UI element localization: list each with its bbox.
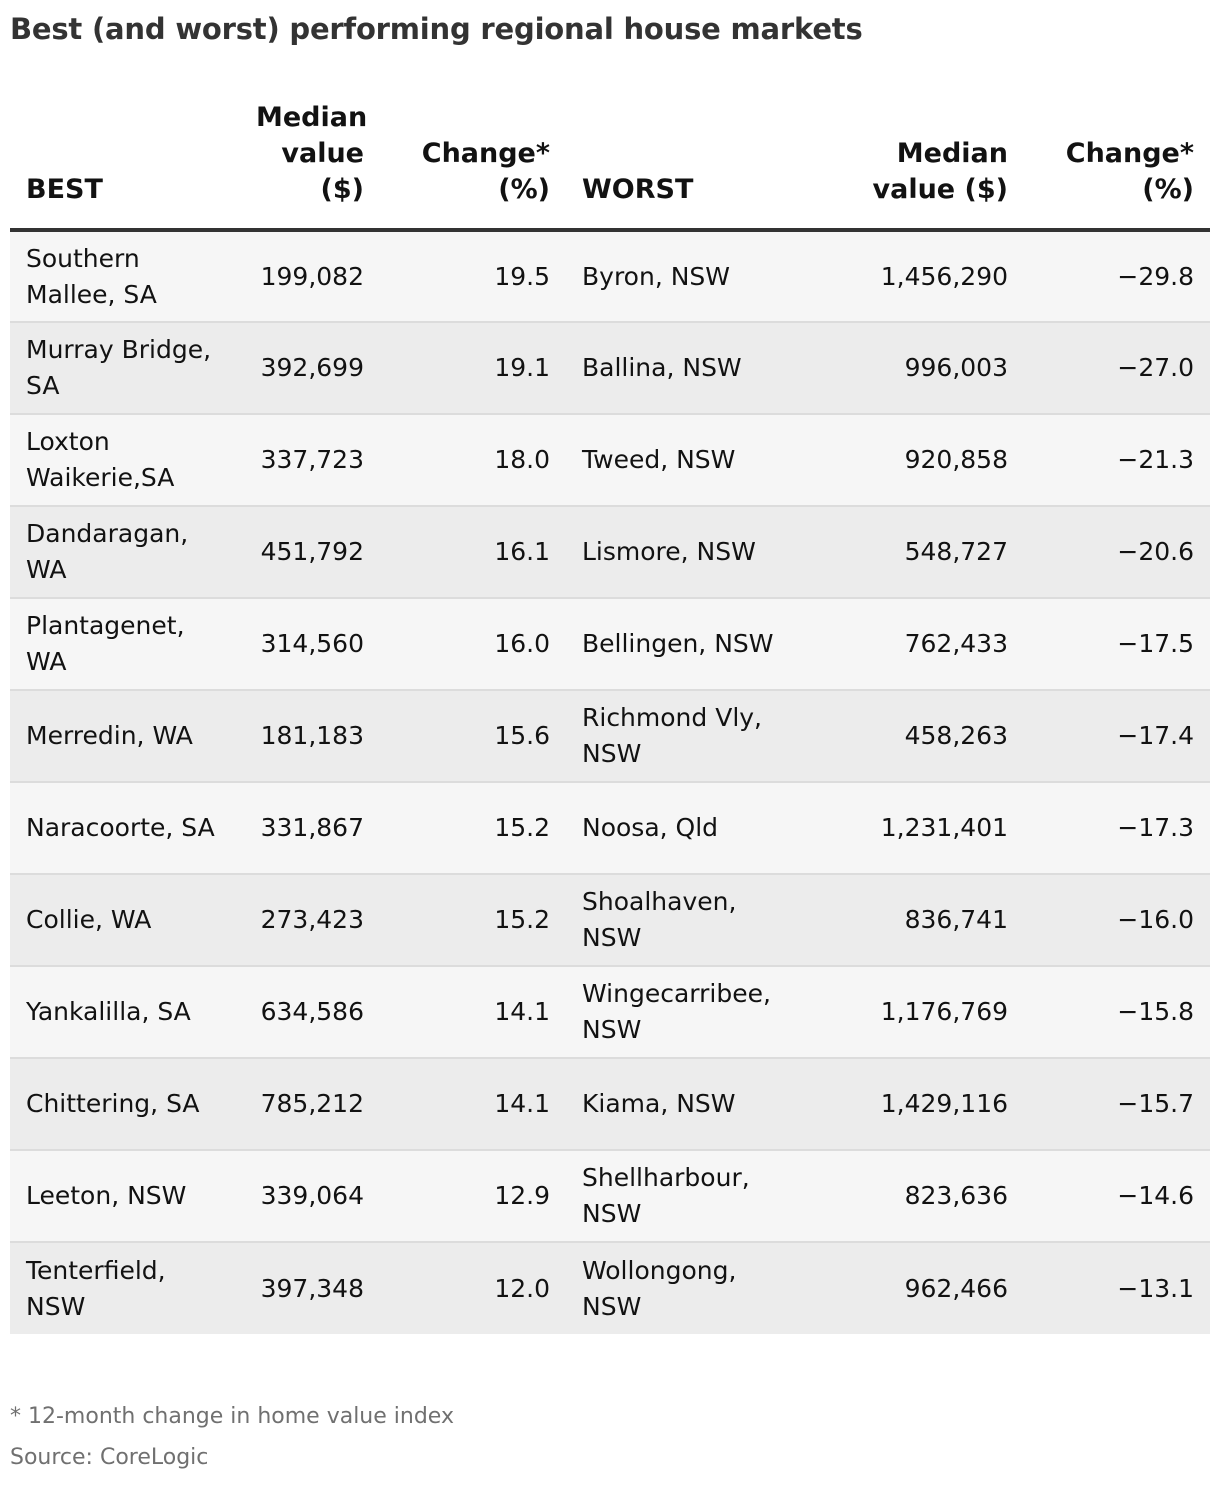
cell-best-median: 314,560 (240, 598, 380, 691)
cell-best-change: 15.2 (380, 874, 566, 967)
cell-worst-market: Lismore, NSW (566, 506, 806, 599)
cell-best-change: 19.5 (380, 230, 566, 323)
cell-best-market: Yankalilla, SA (10, 966, 240, 1059)
header-best: BEST (10, 100, 240, 232)
cell-best-median: 397,348 (240, 1242, 380, 1334)
cell-worst-market: Wollongong, NSW (566, 1242, 806, 1334)
header-row: BEST Median value ($) Change* (%) WORST … (10, 100, 1210, 232)
cell-worst-change: −21.3 (1024, 414, 1210, 507)
header-best-change: Change* (%) (380, 100, 566, 232)
cell-worst-change: −20.6 (1024, 506, 1210, 599)
cell-worst-market: Richmond Vly, NSW (566, 690, 806, 783)
cell-best-market: Leeton, NSW (10, 1150, 240, 1243)
cell-best-median: 337,723 (240, 414, 380, 507)
cell-worst-market: Bellingen, NSW (566, 598, 806, 691)
cell-best-market: Plantagenet, WA (10, 598, 240, 691)
cell-worst-market: Byron, NSW (566, 230, 806, 323)
cell-worst-median: 962,466 (806, 1242, 1024, 1334)
cell-best-change: 16.1 (380, 506, 566, 599)
cell-worst-median: 1,429,116 (806, 1058, 1024, 1151)
cell-worst-median: 1,456,290 (806, 230, 1024, 323)
cell-worst-change: −17.5 (1024, 598, 1210, 691)
cell-best-market: Chittering, SA (10, 1058, 240, 1151)
table-row: Yankalilla, SA 634,586 14.1 Wingecarribee, … (10, 966, 1210, 1059)
cell-worst-market: Tweed, NSW (566, 414, 806, 507)
cell-worst-median: 920,858 (806, 414, 1024, 507)
cell-best-market: Collie, WA (10, 874, 240, 967)
table-body: Southern Mallee, SA 199,082 19.5 Byron, NSW… (10, 230, 1210, 1334)
cell-best-median: 392,699 (240, 322, 380, 415)
table-row: Tenterfield, NSW 397,348 12.0 Wollongong, N… (10, 1242, 1210, 1334)
cell-best-median: 451,792 (240, 506, 380, 599)
cell-worst-market: Noosa, Qld (566, 782, 806, 875)
cell-worst-median: 458,263 (806, 690, 1024, 783)
cell-worst-change: −15.8 (1024, 966, 1210, 1059)
header-worst: WORST (566, 100, 806, 232)
cell-best-change: 12.9 (380, 1150, 566, 1243)
cell-best-market: Southern Mallee, SA (10, 230, 240, 323)
cell-worst-median: 1,176,769 (806, 966, 1024, 1059)
cell-worst-change: −15.7 (1024, 1058, 1210, 1151)
table-row: Plantagenet, WA 314,560 16.0 Bellingen, NSW… (10, 598, 1210, 691)
table-row: Loxton Waikerie,SA 337,723 18.0 Tweed, NSW 9… (10, 414, 1210, 507)
cell-best-market: Murray Bridge, SA (10, 322, 240, 415)
cell-best-change: 16.0 (380, 598, 566, 691)
cell-worst-median: 1,231,401 (806, 782, 1024, 875)
cell-worst-change: −14.6 (1024, 1150, 1210, 1243)
footnote: * 12-month change in home value index (10, 1404, 454, 1429)
chart-title: Best (and worst) performing regional hou… (10, 12, 863, 46)
table-row: Naracoorte, SA 331,867 15.2 Noosa, Qld 1,231… (10, 782, 1210, 875)
cell-worst-market: Shoalhaven, NSW (566, 874, 806, 967)
cell-best-change: 18.0 (380, 414, 566, 507)
table-row: Collie, WA 273,423 15.2 Shoalhaven, NSW 836,… (10, 874, 1210, 967)
cell-best-median: 339,064 (240, 1150, 380, 1243)
cell-best-market: Naracoorte, SA (10, 782, 240, 875)
table-row: Dandaragan, WA 451,792 16.1 Lismore, NSW 548… (10, 506, 1210, 599)
cell-best-median: 181,183 (240, 690, 380, 783)
cell-best-median: 785,212 (240, 1058, 380, 1151)
cell-best-change: 12.0 (380, 1242, 566, 1334)
cell-worst-change: −16.0 (1024, 874, 1210, 967)
cell-worst-change: −17.4 (1024, 690, 1210, 783)
cell-best-market: Tenterfield, NSW (10, 1242, 240, 1334)
table-row: Southern Mallee, SA 199,082 19.5 Byron, NSW… (10, 230, 1210, 323)
cell-worst-change: −17.3 (1024, 782, 1210, 875)
cell-worst-median: 836,741 (806, 874, 1024, 967)
cell-best-market: Loxton Waikerie,SA (10, 414, 240, 507)
header-worst-median: Median value ($) (806, 100, 1024, 232)
cell-worst-change: −29.8 (1024, 230, 1210, 323)
table-row: Chittering, SA 785,212 14.1 Kiama, NSW 1,429… (10, 1058, 1210, 1151)
cell-worst-median: 548,727 (806, 506, 1024, 599)
cell-best-change: 19.1 (380, 322, 566, 415)
cell-best-median: 273,423 (240, 874, 380, 967)
header-worst-change: Change* (%) (1024, 100, 1210, 232)
cell-worst-market: Wingecarribee, NSW (566, 966, 806, 1059)
cell-best-median: 331,867 (240, 782, 380, 875)
cell-best-change: 14.1 (380, 966, 566, 1059)
cell-best-change: 15.2 (380, 782, 566, 875)
cell-best-median: 634,586 (240, 966, 380, 1059)
cell-best-change: 14.1 (380, 1058, 566, 1151)
source-note: Source: CoreLogic (10, 1445, 209, 1470)
cell-best-market: Dandaragan, WA (10, 506, 240, 599)
header-best-median: Median value ($) (240, 100, 380, 232)
cell-worst-median: 762,433 (806, 598, 1024, 691)
table-row: Leeton, NSW 339,064 12.9 Shellharbour, NSW 8… (10, 1150, 1210, 1243)
cell-worst-change: −27.0 (1024, 322, 1210, 415)
cell-worst-change: −13.1 (1024, 1242, 1210, 1334)
cell-worst-market: Ballina, NSW (566, 322, 806, 415)
cell-best-change: 15.6 (380, 690, 566, 783)
cell-worst-market: Shellharbour, NSW (566, 1150, 806, 1243)
table-row: Merredin, WA 181,183 15.6 Richmond Vly, NSW… (10, 690, 1210, 783)
cell-best-median: 199,082 (240, 230, 380, 323)
cell-worst-median: 996,003 (806, 322, 1024, 415)
markets-table: BEST Median value ($) Change* (%) WORST … (10, 100, 1210, 1334)
cell-worst-median: 823,636 (806, 1150, 1024, 1243)
cell-worst-market: Kiama, NSW (566, 1058, 806, 1151)
table-row: Murray Bridge, SA 392,699 19.1 Ballina, NSW… (10, 322, 1210, 415)
cell-best-market: Merredin, WA (10, 690, 240, 783)
